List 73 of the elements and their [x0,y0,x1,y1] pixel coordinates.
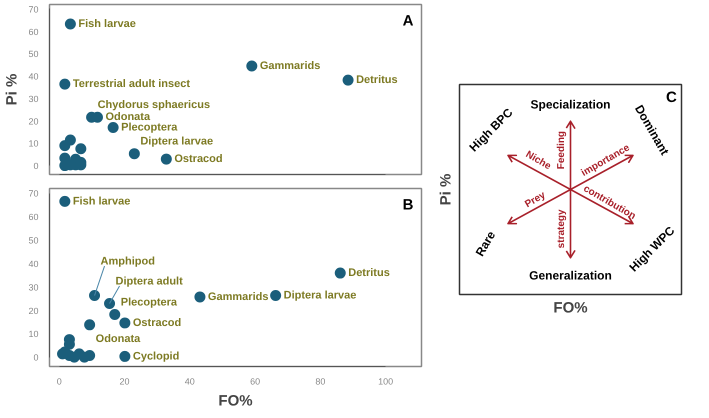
y-tick-label: 60 [28,212,39,222]
y-tick-label: 50 [28,236,39,246]
annotation: Plecoptera [121,122,178,134]
annotation: Detritus [356,74,398,86]
x-axis-title: FO% [218,392,253,410]
text: Pi % [438,174,454,206]
y-tick-label: 0 [33,352,39,363]
y-tick-label: 70 [28,188,39,199]
y-tick-label: 20 [28,116,39,126]
y-tick-label: 30 [28,94,39,104]
y-tick-label: 60 [28,26,39,37]
text: Feeding [556,130,567,170]
point [84,319,96,330]
annotation: Ostracod [132,316,182,329]
x-tick-label: 60 [250,376,260,386]
annotation: Odonata [96,332,142,345]
text: C [666,88,678,106]
annotation: Chydorus sphaericus [98,99,210,112]
x-tick-label: 20 [120,376,130,386]
y-tick-label: 0 [33,161,39,172]
annotation: Detritus [348,267,390,280]
annotation: Gammarids [260,60,320,72]
annotation: B [402,196,414,214]
point [128,148,140,160]
annotation: Diptera larvae [284,290,356,302]
y-tick-label: 30 [28,282,39,292]
annotation: Fish larvae [72,195,130,208]
point [342,74,354,86]
point [160,154,172,165]
point [89,290,100,302]
y-tick-label: 40 [28,258,39,269]
x-tick-label: 40 [184,376,195,386]
point [64,18,76,30]
y-tick-label: 40 [28,72,39,82]
annotation: Plecoptera [120,296,178,309]
point [64,134,76,146]
point [104,298,116,309]
point [334,268,346,279]
point [270,290,282,302]
y-tick-label: 10 [28,138,39,149]
x-tick-label: 80 [315,376,326,386]
annotation: Diptera adult [116,275,184,288]
point [108,122,119,134]
annotation: Odonata [105,111,151,124]
point [194,291,206,302]
annotation: A [402,12,414,30]
point [119,350,130,362]
annotation: Cyclopid [132,350,180,362]
text: strategy [556,208,567,248]
point [119,317,130,328]
annotation: Fish larvae [78,18,136,30]
y-tick-label: 70 [28,4,39,14]
annotation: Ostracod [174,153,223,166]
text: Prey [523,190,548,210]
point [109,309,120,320]
annotation: Diptera larvae [140,136,214,148]
point [246,60,258,72]
annotation: Terrestrial adult insect [72,78,190,90]
x-tick-label: 100 [378,376,394,386]
x-tick-label: 0 [56,376,62,386]
y-tick-label: 10 [28,329,39,340]
annotation: Gammarids [208,290,268,303]
point [84,350,96,361]
text: Specialization [530,98,611,112]
text: Generalization [529,268,612,282]
annotation: Amphipod [100,256,155,268]
y-tick-label: 50 [28,49,39,60]
y-tick-label: 20 [28,306,39,316]
y-axis-title: Pi % [3,74,20,106]
point [75,143,86,154]
point [59,78,70,90]
point [59,196,70,207]
text: FO% [553,300,588,316]
